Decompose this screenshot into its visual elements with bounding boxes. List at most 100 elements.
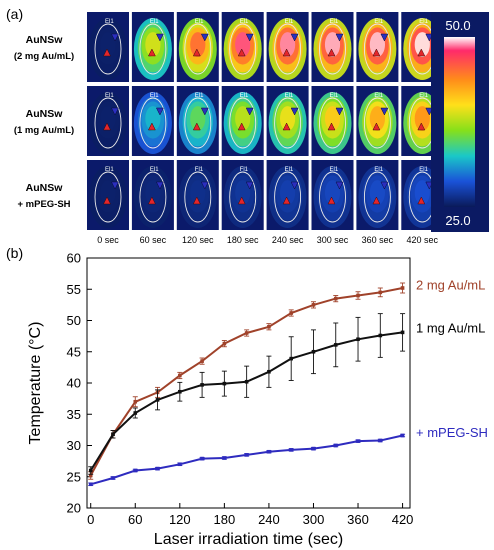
heat-region <box>369 32 385 57</box>
axes: 0 60 120 180 240 300 360 420 20 25 30 35 40 45 50 55 60 <box>67 251 414 528</box>
data-point <box>155 466 160 471</box>
tile-tag: El1 <box>374 93 383 99</box>
max-temp-marker <box>237 48 246 57</box>
min-temp-marker <box>335 33 344 42</box>
data-point <box>378 333 383 338</box>
y-tick-label: 60 <box>67 251 81 266</box>
min-temp-marker <box>111 181 119 190</box>
thermal-tile: El1 <box>311 160 354 230</box>
heat-region <box>369 180 385 205</box>
tile-tag: El1 <box>419 93 428 99</box>
max-temp-marker <box>103 196 111 205</box>
thermal-image-grid: El1 El1 El1 El1 El1 El1 El1 El1 El1 El1 El1 El1 El1 E… <box>87 12 444 230</box>
max-temp-marker <box>327 122 336 131</box>
tile-tag: El1 <box>330 19 339 25</box>
max-temp-marker <box>282 48 291 57</box>
x-tick-label: 360 <box>347 512 369 527</box>
max-temp-marker <box>147 48 156 57</box>
heat-region <box>280 32 296 57</box>
roi-ellipse <box>139 23 167 75</box>
thermal-tile: Fl1 <box>221 160 264 230</box>
min-temp-marker <box>200 107 209 116</box>
min-temp-marker <box>290 107 299 116</box>
data-point <box>222 456 227 460</box>
thermal-tile: El1 <box>266 160 309 230</box>
roi-ellipse <box>229 97 257 149</box>
thermal-tile: El1 <box>131 160 174 230</box>
panel-b: (b) 0 60 120 180 240 300 360 420 20 25 30 35 40 45 50 5… <box>6 245 488 548</box>
y-tick-label: 35 <box>67 407 81 422</box>
heat-region <box>324 180 341 205</box>
x-tick-label: 240 <box>258 512 280 527</box>
data-point <box>267 324 271 329</box>
time-label: 60 sec <box>140 235 167 245</box>
min-temp-marker <box>245 33 254 42</box>
data-point <box>222 341 227 346</box>
thermal-tile: El1 <box>176 12 219 82</box>
min-temp-marker <box>155 107 164 116</box>
min-temp-marker <box>155 33 164 42</box>
roi-ellipse <box>229 23 257 75</box>
thermal-tile: El1 <box>87 12 129 82</box>
roi-ellipse <box>274 23 302 75</box>
max-temp-marker <box>282 196 291 205</box>
heat-region <box>369 106 385 131</box>
roi-ellipse <box>184 171 212 223</box>
data-point <box>400 286 405 290</box>
colorbar-max-label: 50.0 <box>445 18 470 33</box>
heat-region <box>190 32 206 57</box>
heat-region <box>235 180 251 205</box>
min-temp-marker <box>111 33 119 42</box>
data-point <box>356 439 360 443</box>
data-point <box>378 438 383 443</box>
y-tick-label: 45 <box>67 344 81 359</box>
x-tick-label: 300 <box>303 512 325 527</box>
data-point <box>88 468 93 473</box>
heat-region <box>145 180 161 205</box>
tile-tag: Fl1 <box>240 167 249 173</box>
data-point <box>133 468 138 473</box>
data-point <box>133 411 138 415</box>
heat-region <box>190 180 206 205</box>
data-point <box>333 296 338 301</box>
thermal-tile: Fl1 <box>176 160 219 230</box>
data-point <box>311 446 316 451</box>
data-point <box>333 343 338 347</box>
data-point <box>200 383 204 387</box>
thermal-tile: El1 <box>131 86 174 156</box>
max-temp-marker <box>192 196 201 205</box>
thermal-tile: El1 <box>131 12 174 82</box>
min-temp-marker <box>290 33 299 42</box>
thermal-tile: El1 <box>356 12 399 82</box>
data-point <box>244 331 249 335</box>
max-temp-marker <box>237 122 246 131</box>
time-label: 240 sec <box>272 235 304 245</box>
max-temp-marker <box>372 48 381 57</box>
roi-ellipse <box>363 23 391 75</box>
data-point <box>111 432 115 437</box>
tile-tag: El1 <box>195 93 204 99</box>
row-label-name: AuNSw <box>26 108 64 120</box>
tile-tag: El1 <box>105 19 114 25</box>
time-label: 120 sec <box>182 235 214 245</box>
tile-tag: El1 <box>374 19 383 25</box>
tile-tag: El1 <box>150 93 159 99</box>
data-point <box>200 456 204 461</box>
min-temp-marker <box>200 33 209 42</box>
data-point <box>311 349 316 354</box>
series-label: 1 mg Au/mL <box>416 321 485 336</box>
row-labels: AuNSw (2 mg Au/mL) AuNSw (1 mg Au/mL) AuNSw +… <box>14 34 74 210</box>
heat-region <box>280 106 296 131</box>
y-tick-label: 40 <box>67 376 81 391</box>
x-tick-label: 60 <box>128 512 142 527</box>
heat-region <box>100 106 116 131</box>
row-label-condition: (1 mg Au/mL) <box>14 125 74 136</box>
roi-ellipse <box>274 171 302 223</box>
y-tick-label: 20 <box>67 501 81 516</box>
data-point <box>222 381 227 386</box>
min-temp-marker <box>380 107 389 116</box>
roi-ellipse <box>319 23 346 75</box>
row-label-condition: (2 mg Au/mL) <box>14 51 74 62</box>
min-temp-marker <box>335 181 344 190</box>
heat-region <box>324 32 341 57</box>
